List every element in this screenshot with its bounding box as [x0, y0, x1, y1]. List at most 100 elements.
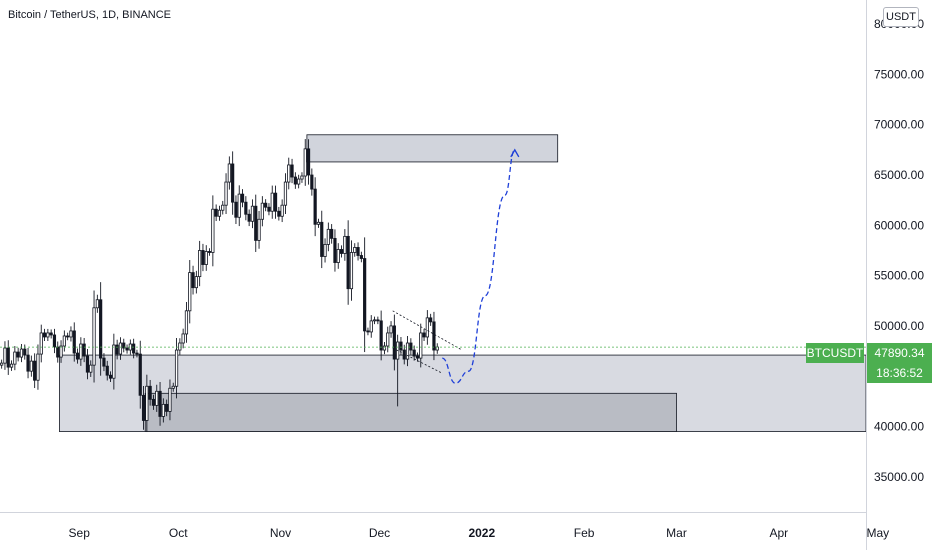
candle-body-up: [382, 345, 387, 351]
candle-body-down: [356, 247, 360, 256]
time-tick-label: 2022: [468, 526, 495, 540]
candle-body-up: [79, 343, 83, 360]
candle-body-down: [165, 403, 169, 412]
candle-body-up: [217, 209, 222, 217]
candle-body-up: [171, 385, 175, 389]
wedge-lower-line[interactable]: [392, 347, 443, 374]
currency-badge[interactable]: USDT: [883, 7, 919, 27]
candle: [429, 313, 433, 326]
candle: [184, 302, 189, 343]
price-tick-label: 65000.00: [874, 168, 924, 182]
candle: [254, 194, 258, 252]
candle: [39, 324, 43, 363]
candle: [330, 224, 334, 244]
candle: [389, 321, 393, 338]
candle-body-up: [36, 353, 40, 381]
candle-body-down: [207, 251, 212, 253]
candle: [52, 328, 57, 354]
candle: [386, 326, 390, 353]
candle-body-down: [52, 334, 57, 348]
time-tick-label: Nov: [270, 526, 291, 540]
candle-body-up: [260, 202, 264, 220]
candle-body-up: [118, 342, 123, 355]
projection-path[interactable]: [441, 149, 516, 384]
candle: [237, 185, 241, 227]
candle: [366, 327, 370, 336]
candle-body-down: [376, 319, 380, 322]
candle-body-down: [409, 342, 413, 351]
candle: [62, 330, 66, 352]
price-tick-label: 35000.00: [874, 470, 924, 484]
candle: [89, 360, 93, 377]
candle: [112, 333, 116, 390]
candle: [234, 195, 238, 225]
candle-body-down: [138, 353, 142, 396]
candle: [29, 355, 33, 377]
candle-body-up: [237, 193, 241, 218]
candle-body-down: [115, 344, 119, 355]
candle-body-down: [151, 398, 156, 406]
candle: [191, 265, 195, 295]
candle-body-down: [6, 347, 10, 368]
candle: [339, 245, 344, 258]
candle-body-down: [366, 330, 370, 333]
candle-body-down: [85, 355, 90, 373]
candle: [108, 371, 113, 382]
candle: [303, 139, 307, 186]
candle: [310, 168, 314, 196]
candle-body-down: [158, 390, 162, 417]
candle: [231, 151, 235, 215]
time-tick-label: Apr: [769, 526, 788, 540]
candle: [178, 338, 182, 355]
candle-body-down: [102, 357, 106, 367]
candle-body-up: [95, 299, 99, 309]
candle: [211, 195, 215, 267]
candle: [168, 379, 172, 421]
candle: [204, 245, 208, 271]
candle: [356, 242, 360, 261]
candle-body-up: [227, 163, 231, 183]
candle: [85, 349, 90, 380]
candle: [188, 260, 192, 324]
candle: [59, 340, 63, 363]
candle: [392, 314, 396, 371]
candle: [145, 374, 149, 433]
candle: [122, 338, 126, 353]
candle-body-down: [359, 255, 363, 259]
zones-layer: [59, 134, 867, 432]
candle-body-down: [333, 237, 337, 263]
candle-body-up: [3, 347, 7, 364]
candle-body-down: [122, 342, 126, 349]
candle-body-up: [300, 175, 304, 180]
candle: [221, 200, 225, 215]
candle: [125, 344, 129, 354]
candle: [257, 210, 261, 249]
candle-body-down: [277, 210, 281, 217]
candle-body-up: [0, 362, 4, 366]
candle-body-up: [112, 344, 116, 379]
bar-countdown: 18:36:52: [876, 366, 923, 380]
candle-body-up: [29, 360, 33, 372]
candle-body-down: [234, 201, 238, 218]
candle-body-down: [339, 249, 344, 254]
overlay-layer: [0, 148, 866, 384]
price-tick-label: 60000.00: [874, 218, 924, 232]
candle-body-down: [105, 365, 109, 376]
candle-body-down: [290, 164, 294, 178]
candle: [287, 157, 291, 190]
zone-rect-3[interactable]: [144, 392, 677, 432]
candle-body-down: [191, 272, 195, 289]
candle-body-up: [198, 250, 202, 278]
candle-body-down: [306, 148, 311, 176]
candle: [33, 353, 37, 389]
candle-body-up: [9, 363, 14, 368]
candle: [36, 344, 40, 390]
zone-rect-1[interactable]: [306, 134, 559, 163]
candle: [174, 337, 179, 399]
wedge-upper-line[interactable]: [392, 310, 463, 351]
candle: [349, 240, 354, 301]
candle-body-up: [13, 351, 17, 365]
